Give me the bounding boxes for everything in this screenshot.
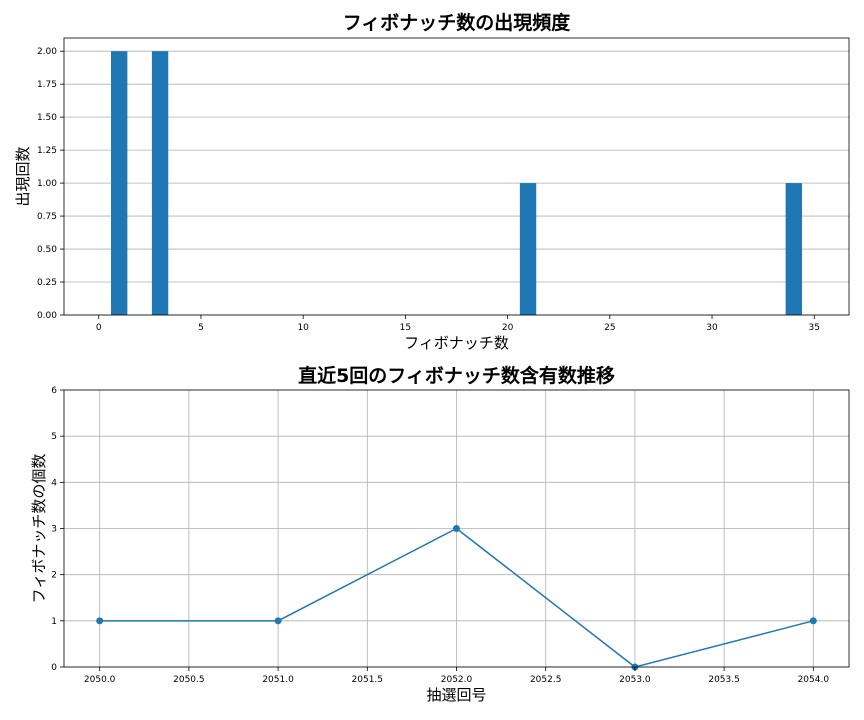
frequency-chart-x-label: フィボナッチ数 <box>404 334 509 352</box>
x-tick-label: 35 <box>809 323 820 333</box>
data-point <box>274 617 282 625</box>
y-tick-label: 2.00 <box>37 47 57 57</box>
data-point <box>809 617 817 625</box>
x-tick-label: 30 <box>706 323 718 333</box>
x-tick-label: 15 <box>400 323 411 333</box>
data-point <box>96 617 104 625</box>
x-tick-label: 25 <box>604 323 615 333</box>
y-tick-label: 4 <box>51 478 57 488</box>
y-tick-label: 2 <box>51 571 57 581</box>
x-tick-label: 0 <box>96 323 102 333</box>
y-tick-label: 0 <box>51 663 57 673</box>
x-tick-label: 2051.5 <box>352 675 384 685</box>
y-tick-label: 1.25 <box>37 146 57 156</box>
trend-chart-line <box>96 525 817 671</box>
x-tick-label: 2050.5 <box>173 675 205 685</box>
y-tick-label: 6 <box>51 386 57 396</box>
frequency-chart-title: フィボナッチ数の出現頻度 <box>343 11 572 34</box>
bar <box>151 51 169 315</box>
data-point <box>453 525 460 532</box>
y-tick-label: 0.00 <box>37 311 57 321</box>
trend-chart-y-ticks: 0 1 2 3 4 5 6 <box>51 386 64 673</box>
x-tick-label: 2053.0 <box>619 675 651 685</box>
trend-chart-x-ticks: 2050.0 2050.5 2051.0 2051.5 2052.0 2052.5 2053… <box>84 667 829 685</box>
y-tick-label: 0.25 <box>37 278 57 288</box>
x-tick-label: 10 <box>297 323 309 333</box>
frequency-chart-frame <box>63 37 850 316</box>
x-tick-label: 2052.5 <box>530 675 562 685</box>
y-tick-label: 0.50 <box>37 245 57 255</box>
frequency-chart-y-label: 出現回数 <box>14 146 32 206</box>
trend-chart-title: 直近5回のフィボナッチ数含有数推移 <box>298 364 615 387</box>
x-tick-label: 2052.0 <box>441 675 473 685</box>
x-tick-label: 2051.0 <box>262 675 294 685</box>
y-tick-label: 1 <box>51 617 57 627</box>
bar <box>111 51 128 315</box>
trend-chart-x-label: 抽選回号 <box>426 686 486 704</box>
y-tick-label: 5 <box>51 432 57 442</box>
bar <box>785 183 802 315</box>
x-tick-label: 2053.5 <box>708 675 740 685</box>
x-tick-label: 20 <box>502 323 514 333</box>
y-tick-label: 0.75 <box>37 212 57 222</box>
y-tick-label: 1.75 <box>37 80 57 90</box>
y-tick-label: 3 <box>51 525 57 535</box>
x-tick-label: 2050.0 <box>84 675 116 685</box>
y-tick-label: 1.00 <box>37 179 57 189</box>
y-tick-label: 1.50 <box>37 113 57 123</box>
bar <box>519 183 537 315</box>
x-tick-label: 2054.0 <box>798 675 830 685</box>
trend-chart-y-label: フィボナッチ数の個数 <box>30 454 48 604</box>
frequency-chart-x-ticks: 0 5 10 15 20 25 30 35 <box>96 315 820 333</box>
frequency-chart: 0 5 10 15 20 25 30 35 0.00 0.25 0.50 0.75 1.00 1.25 1… <box>14 11 850 352</box>
trend-chart: 2050.0 2050.5 2051.0 2051.5 2052.0 2052.5 2053… <box>30 364 850 704</box>
frequency-chart-grid <box>64 50 849 316</box>
frequency-chart-bars <box>111 51 802 315</box>
frequency-chart-y-ticks: 0.00 0.25 0.50 0.75 1.00 1.25 1.50 1.75 2.00 <box>37 47 64 321</box>
x-tick-label: 5 <box>198 323 204 333</box>
